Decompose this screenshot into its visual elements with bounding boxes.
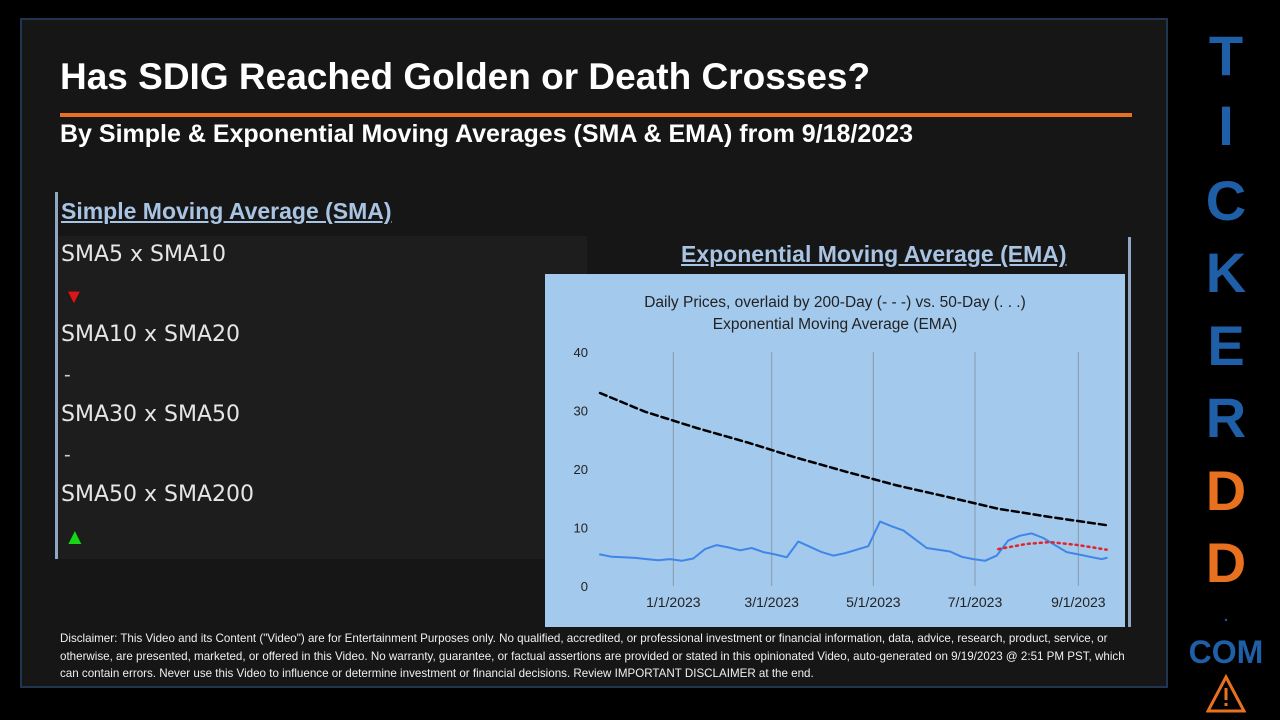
brand-letter: T [1208, 24, 1244, 87]
chart-title-line: Exponential Moving Average (EMA) [713, 316, 957, 333]
sma-signal-none: - [64, 444, 71, 466]
x-tick-label: 9/1/2023 [1051, 594, 1106, 610]
brand-logo: T I C K E R D D . COM [1182, 28, 1270, 718]
brand-letter: C [1205, 169, 1247, 232]
warning-triangle-icon [1206, 674, 1246, 713]
y-tick-label: 30 [574, 404, 588, 419]
brand-letter: I [1218, 94, 1234, 157]
page-title: Has SDIG Reached Golden or Death Crosses… [60, 56, 871, 97]
x-tick-label: 5/1/2023 [846, 594, 901, 610]
ema50-line [997, 540, 1108, 551]
sma-heading: Simple Moving Average (SMA) [61, 198, 392, 224]
ema200-line [598, 391, 1108, 527]
ema-accent-bar [1128, 237, 1131, 627]
x-tick-label: 7/1/2023 [948, 594, 1003, 610]
x-tick-label: 1/1/2023 [646, 594, 701, 610]
chart-title-line: Daily Prices, overlaid by 200-Day (- - -… [644, 294, 1026, 311]
y-tick-label: 0 [581, 579, 588, 594]
brand-letter: D [1205, 459, 1247, 522]
sma-signal-down-icon: ▼ [64, 286, 84, 308]
brand-letter: D [1205, 531, 1247, 594]
y-tick-label: 40 [574, 345, 588, 360]
brand-com: COM [1188, 634, 1264, 670]
page-subtitle: By Simple & Exponential Moving Averages … [60, 120, 913, 148]
brand-letter: E [1207, 314, 1245, 377]
ema-heading: Exponential Moving Average (EMA) [681, 241, 1067, 267]
y-tick-label: 20 [574, 462, 588, 477]
sma-cross-label: SMA5 x SMA10 [61, 242, 226, 267]
sma-signal-none: - [64, 364, 71, 386]
sma-signal-up-icon: ▲ [64, 524, 86, 549]
disclaimer-text: Disclaimer: This Video and its Content (… [60, 632, 1125, 680]
brand-letter: K [1205, 241, 1247, 304]
brand-dot: . [1223, 604, 1229, 626]
chart-svg: 1/1/2023 3/1/2023 5/1/2023 7/1/2023 9/1/2023… [574, 294, 1108, 610]
y-tick-label: 10 [574, 521, 588, 536]
sma-cross-label: SMA50 x SMA200 [61, 482, 254, 507]
sma-cross-label: SMA30 x SMA50 [61, 402, 240, 427]
brand-letter: R [1205, 386, 1247, 449]
sma-panel: Simple Moving Average (SMA) SMA5 x SMA10… [55, 192, 587, 559]
x-tick-label: 3/1/2023 [744, 594, 799, 610]
sma-cross-label: SMA10 x SMA20 [61, 322, 240, 347]
title-divider [60, 113, 1132, 117]
price-line [599, 520, 1108, 562]
sma-panel-body [58, 236, 587, 559]
ema-chart: 1/1/2023 3/1/2023 5/1/2023 7/1/2023 9/1/2023… [545, 274, 1125, 627]
